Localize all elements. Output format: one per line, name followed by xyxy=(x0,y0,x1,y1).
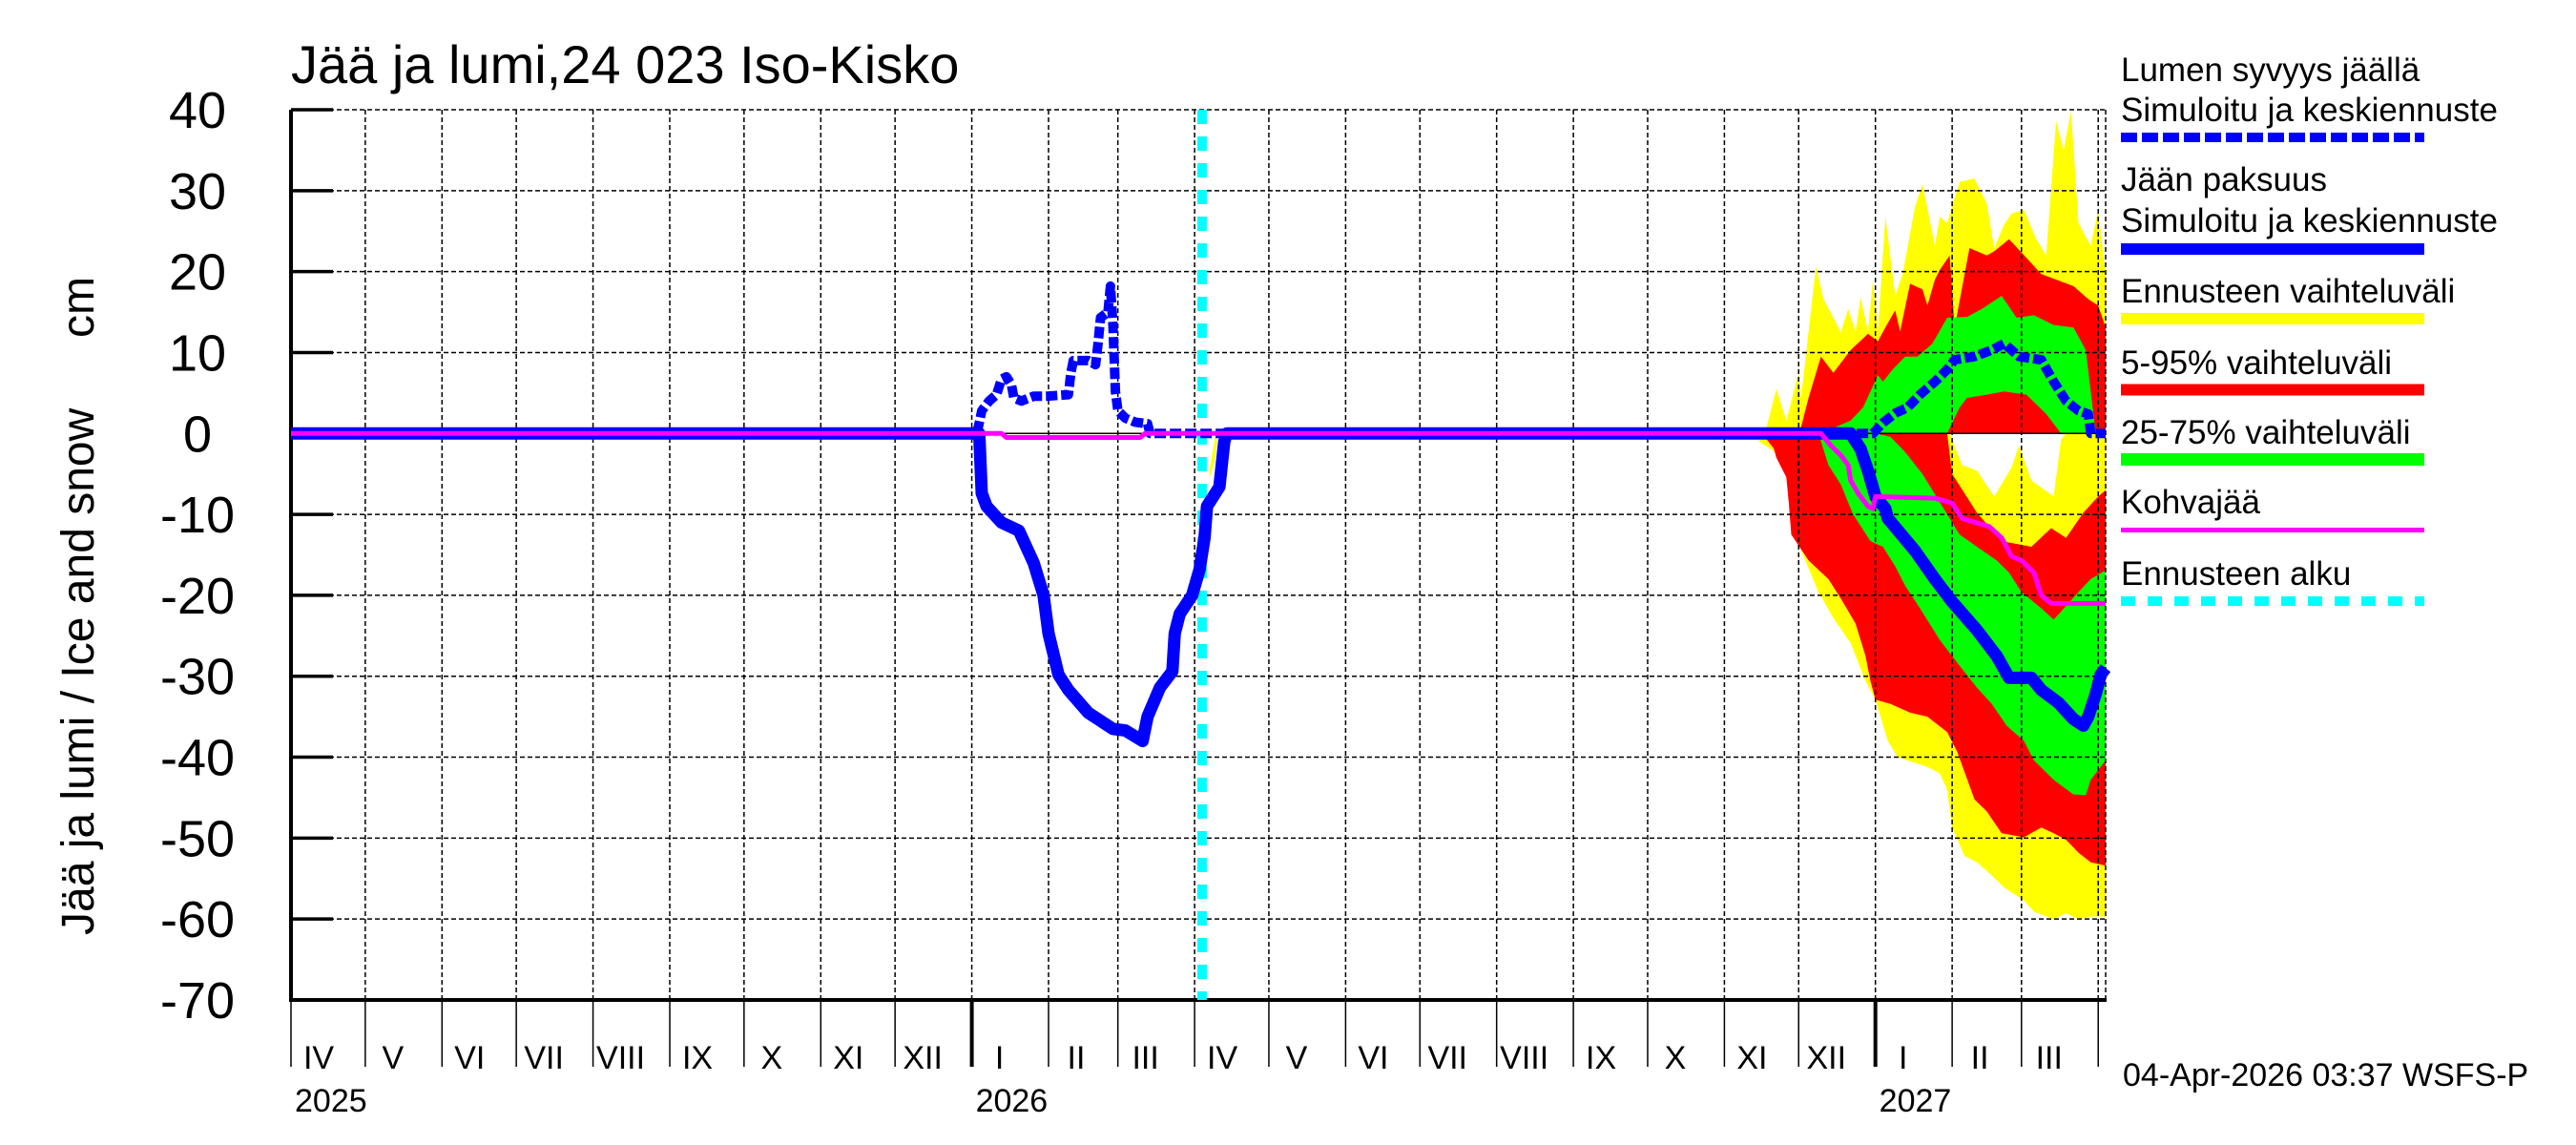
legend: Lumen syvyys jäällä Simuloitu ja keskien… xyxy=(2121,52,2498,606)
x-year-label: 2026 xyxy=(976,1083,1049,1119)
y-tick-label: -50 xyxy=(160,810,235,867)
y-axis-unit: cm xyxy=(53,277,104,338)
x-month-label: V xyxy=(383,1040,405,1076)
y-tick-label: 40 xyxy=(169,82,226,139)
legend-label: 25-75% vaihteluväli xyxy=(2121,414,2411,451)
x-month-label: VI xyxy=(454,1040,485,1076)
legend-label: Kohvajää xyxy=(2121,484,2260,521)
legend-item-forecast-start: Ennusteen alku xyxy=(2121,555,2424,606)
grid xyxy=(291,109,2107,1000)
legend-item-5-95-range: 5-95% vaihteluväli xyxy=(2121,344,2424,396)
chart-title: Jää ja lumi,24 023 Iso-Kisko xyxy=(291,34,959,94)
x-month-label: VII xyxy=(1427,1040,1467,1076)
legend-item-snow-depth: Lumen syvyys jäällä Simuloitu ja keskien… xyxy=(2121,52,2498,142)
x-month-labels: IV V VI VII VIII IX X XI XII I II III IV V VI VII VIII IX… xyxy=(303,1040,2063,1076)
y-tick-label: -70 xyxy=(160,972,235,1030)
y-tick-label: 20 xyxy=(169,244,226,302)
y-tick-label: -20 xyxy=(160,568,235,625)
legend-label: Lumen syvyys jäällä xyxy=(2121,52,2420,89)
x-month-label: I xyxy=(995,1040,1004,1076)
y-tick-label: 10 xyxy=(169,324,226,382)
y-tick-label: -60 xyxy=(160,891,235,948)
x-month-label: IV xyxy=(303,1040,334,1076)
x-month-label: XII xyxy=(903,1040,943,1076)
legend-label: 5-95% vaihteluväli xyxy=(2121,344,2392,382)
band-range-5-95-ice xyxy=(1766,433,2106,866)
x-month-label: XI xyxy=(1736,1040,1767,1076)
series-snow-line xyxy=(291,281,2106,439)
series-ice-line xyxy=(291,427,2111,748)
y-tick-label: -30 xyxy=(160,649,235,706)
y-tick-label: 0 xyxy=(183,406,212,463)
band-range-25-75-snow xyxy=(1833,296,2096,434)
legend-label: Ennusteen alku xyxy=(2121,555,2351,593)
y-tick-label: -10 xyxy=(160,487,235,544)
x-year-label: 2027 xyxy=(1880,1083,1952,1119)
legend-label: Ennusteen vaihteluväli xyxy=(2121,273,2455,310)
run-timestamp: 04-Apr-2026 03:37 WSFS-P xyxy=(2123,1057,2528,1093)
x-month-label: X xyxy=(1665,1040,1687,1076)
data-series xyxy=(291,281,2111,748)
y-tick-label: 30 xyxy=(169,163,226,220)
x-year-label: 2025 xyxy=(295,1083,367,1119)
legend-item-25-75-range: 25-75% vaihteluväli xyxy=(2121,414,2424,466)
x-month-label: IX xyxy=(1586,1040,1616,1076)
x-month-label: IV xyxy=(1207,1040,1237,1076)
x-month-label: VIII xyxy=(596,1040,645,1076)
x-month-label: II xyxy=(1971,1040,1989,1076)
band-range-full-ice-melt-2026 xyxy=(1209,425,1217,478)
x-month-label: VI xyxy=(1358,1040,1388,1076)
x-month-label: III xyxy=(1132,1040,1158,1076)
y-axis-title: Jää ja lumi / Ice and snow xyxy=(53,407,104,935)
x-month-label: IX xyxy=(682,1040,713,1076)
x-year-labels: 2025 2026 2027 xyxy=(295,1083,1951,1119)
y-tick-labels: 40 30 20 10 0 -10 -20 -30 -40 -50 -60 -70 xyxy=(160,82,235,1030)
legend-sublabel: Simuloitu ja keskiennuste xyxy=(2121,92,2498,129)
x-month-label: X xyxy=(761,1040,783,1076)
x-month-label: V xyxy=(1286,1040,1308,1076)
x-month-label: VII xyxy=(524,1040,564,1076)
x-month-label: VIII xyxy=(1500,1040,1548,1076)
legend-item-ice-thickness: Jään paksuus Simuloitu ja keskiennuste xyxy=(2121,161,2498,255)
x-month-label: XII xyxy=(1806,1040,1846,1076)
y-tick-label: -40 xyxy=(160,730,235,787)
series-kohvajaa-line xyxy=(291,430,2106,606)
x-month-label: III xyxy=(2036,1040,2063,1076)
x-month-label: I xyxy=(1899,1040,1907,1076)
legend-sublabel: Simuloitu ja keskiennuste xyxy=(2121,202,2498,239)
x-month-label: II xyxy=(1068,1040,1086,1076)
x-month-label: XI xyxy=(833,1040,863,1076)
legend-item-slush-ice: Kohvajää xyxy=(2121,484,2424,532)
legend-item-forecast-range: Ennusteen vaihteluväli xyxy=(2121,273,2455,324)
legend-label: Jään paksuus xyxy=(2121,161,2327,198)
